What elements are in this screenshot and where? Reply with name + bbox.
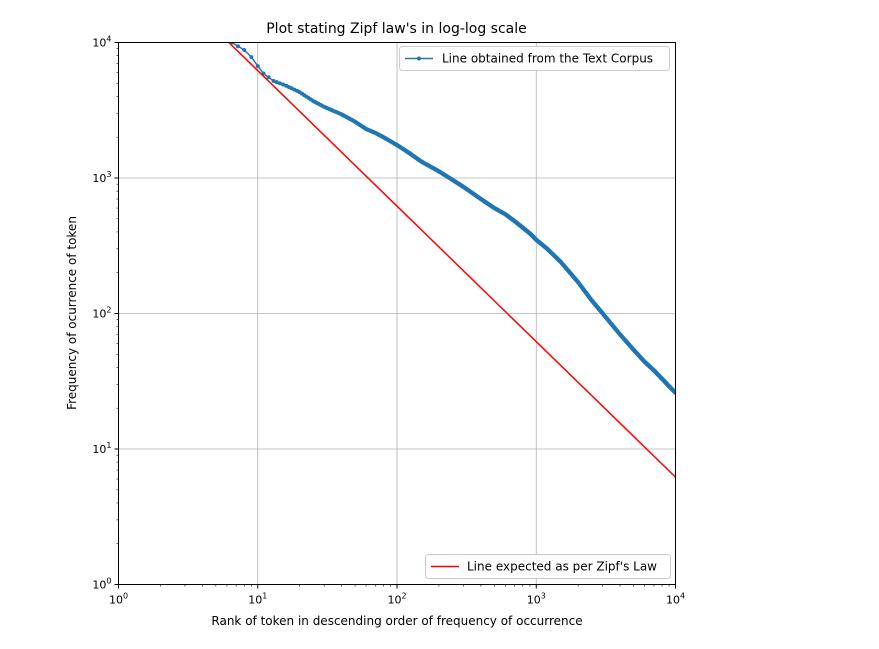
chart-title: Plot stating Zipf law's in log-log scale <box>266 21 527 37</box>
series-corpus-marker <box>277 81 282 86</box>
x-tick-label: 102 <box>387 592 406 607</box>
series-layer <box>228 42 676 478</box>
series-corpus-point <box>255 64 260 69</box>
x-tick-label: 103 <box>527 592 546 607</box>
y-tick-label: 104 <box>92 35 111 50</box>
y-tick-label: 101 <box>92 441 111 456</box>
y-tick-label: 100 <box>92 577 111 592</box>
y-axis-label: Frequency of ocurrence of token <box>65 216 79 410</box>
legend-corpus-frame <box>399 46 670 71</box>
x-tick-label: 101 <box>248 592 267 607</box>
x-tick-label: 100 <box>109 592 128 607</box>
series-corpus-point <box>249 55 254 60</box>
legend-corpus: Line obtained from the Text Corpus <box>399 46 670 71</box>
series-corpus-point <box>242 48 247 53</box>
series-corpus-marker <box>266 75 271 80</box>
series-corpus-marker <box>235 44 240 49</box>
grid <box>118 42 676 585</box>
series-corpus-point <box>271 78 276 83</box>
series-corpus-marker <box>274 80 279 85</box>
legend-corpus-label: Line obtained from the Text Corpus <box>442 52 653 66</box>
series-corpus-line <box>231 42 676 394</box>
legend-zipf: Line expected as per Zipf's Law <box>425 554 671 579</box>
series-corpus-marker <box>281 82 286 87</box>
legend-zipf-frame <box>425 554 671 579</box>
x-axis-label: Rank of token in descending order of fre… <box>211 614 582 628</box>
legend-zipf-label: Line expected as per Zipf's Law <box>467 560 657 574</box>
y-tick-label: 102 <box>92 306 111 321</box>
series-corpus-marker <box>308 97 313 102</box>
series-corpus-marker <box>320 103 325 108</box>
y-tick-label: 103 <box>92 170 111 185</box>
legend-corpus-marker <box>417 56 421 61</box>
series-corpus-marker <box>294 88 299 93</box>
series-corpus-marker <box>673 390 676 395</box>
axis-ticks: 100 101 102 103 104 100 101 102 103 104 <box>92 35 685 607</box>
x-tick-label: 104 <box>666 592 685 607</box>
series-zipf-line <box>228 42 676 478</box>
